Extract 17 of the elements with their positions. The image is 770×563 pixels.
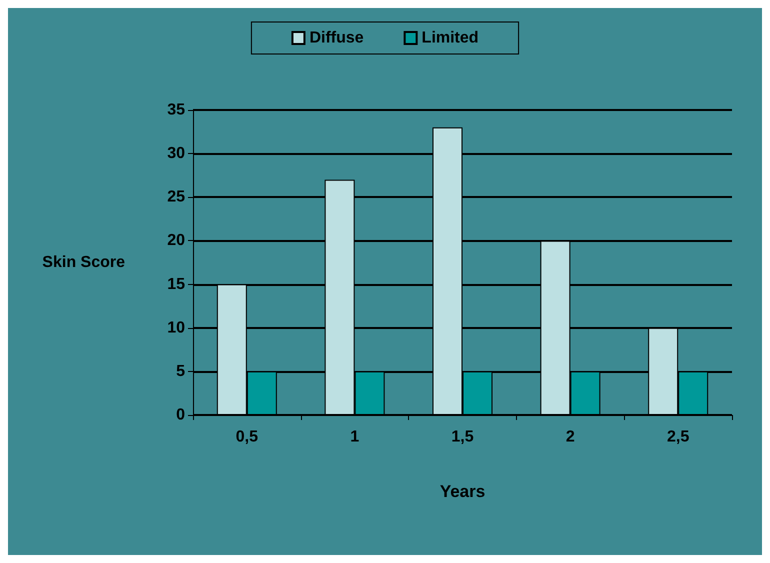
x-tick-label: 2,5 [666, 428, 690, 446]
x-tick-label: 1,5 [451, 428, 474, 446]
x-tick-label: 0,5 [236, 428, 258, 446]
y-tick-label: 20 [167, 232, 186, 250]
y-tick-label: 25 [167, 188, 186, 206]
y-tick-label: 15 [167, 276, 186, 293]
x-tick-label: 1 [350, 428, 360, 446]
y-tick-label: 0 [176, 406, 186, 424]
y-tick-label: 30 [167, 145, 186, 162]
x-tick-label: 2 [566, 428, 575, 446]
y-tick-label: 5 [176, 362, 186, 380]
legend-label: Diffuse [309, 30, 364, 46]
legend-label: Limited [422, 30, 479, 46]
y-axis-title: Skin Score [42, 254, 126, 271]
x-axis-title: Years [440, 482, 486, 501]
y-tick-label: 35 [167, 102, 186, 118]
y-tick-label: 10 [167, 319, 186, 336]
